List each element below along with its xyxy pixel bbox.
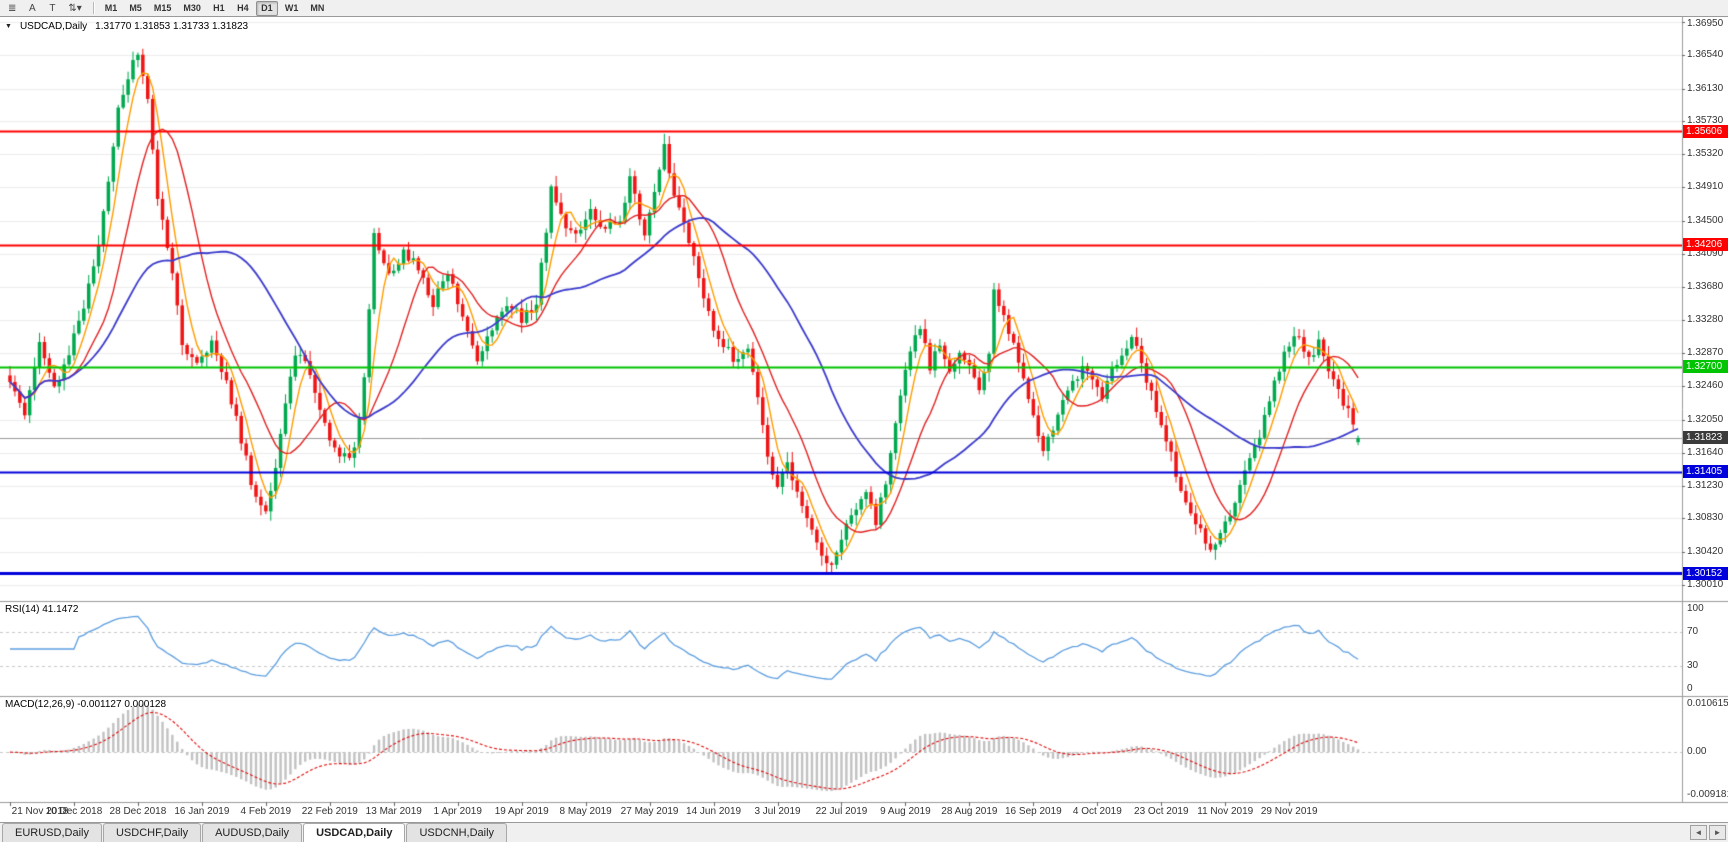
price-axis-label: 1.36540 bbox=[1687, 49, 1724, 61]
chart-toolbar: ≣ A T ⇅▾ M1 M5 M15 M30 H1 H4 D1 W1 MN bbox=[0, 0, 1728, 17]
price-line-badge: 1.35606 bbox=[1683, 124, 1728, 138]
timeframe-h4-button[interactable]: H4 bbox=[237, 3, 249, 13]
symbol-marker-icon: ▼ bbox=[5, 23, 12, 30]
timeframe-h1-button[interactable]: H1 bbox=[213, 3, 225, 13]
price-line-badge: 1.30152 bbox=[1683, 566, 1728, 580]
symbol-label: USDCAD,Daily bbox=[19, 21, 88, 32]
date-axis-label: 22 Feb 2019 bbox=[301, 806, 358, 817]
draw-tools-icon[interactable]: ⇅▾ bbox=[68, 2, 82, 14]
date-axis-label: 27 May 2019 bbox=[620, 806, 679, 817]
date-axis-label: 14 Jun 2019 bbox=[686, 806, 742, 817]
date-axis-label: 1 Apr 2019 bbox=[433, 806, 482, 817]
price-axis-label: 1.33280 bbox=[1687, 313, 1724, 325]
timeframe-m30-button[interactable]: M30 bbox=[183, 3, 201, 13]
rsi-axis-label: 30 bbox=[1687, 660, 1699, 672]
price-axis-label: 1.34910 bbox=[1687, 181, 1724, 193]
timeframe-w1-button[interactable]: W1 bbox=[284, 3, 299, 13]
price-axis-label: 1.35320 bbox=[1687, 148, 1724, 160]
date-axis-label: 11 Nov 2019 bbox=[1197, 806, 1254, 817]
date-axis-label: 4 Feb 2019 bbox=[240, 806, 292, 817]
date-axis-label: 28 Dec 2018 bbox=[109, 806, 167, 817]
text-label-icon[interactable]: T bbox=[49, 2, 56, 14]
time-axis[interactable]: 21 Nov 2018 10 Dec 2018 28 Dec 2018 16 Jan … bbox=[0, 802, 1682, 822]
macd-axis-label: 0.010615 bbox=[1687, 698, 1728, 709]
date-axis-label: 19 Apr 2019 bbox=[494, 806, 549, 817]
price-axis-label: 1.32460 bbox=[1687, 380, 1724, 392]
chart-canvas[interactable] bbox=[0, 17, 1728, 822]
date-axis-label: 9 Aug 2019 bbox=[880, 806, 931, 817]
timeframe-d1-button[interactable]: D1 bbox=[255, 0, 278, 16]
rsi-axis-label: 70 bbox=[1687, 625, 1699, 637]
macd-indicator-label: MACD(12,26,9) -0.001127 0.000128 bbox=[5, 699, 167, 710]
toolbar-separator bbox=[92, 2, 94, 14]
price-axis-label: 1.32050 bbox=[1687, 413, 1724, 425]
price-axis-label: 1.36950 bbox=[1687, 18, 1724, 29]
date-axis-label: 16 Sep 2019 bbox=[1005, 806, 1062, 817]
date-axis-label: 21 Nov 2018 bbox=[11, 806, 69, 817]
chart-title: ▼ USDCAD,Daily 1.31770 1.31853 1.31733 1… bbox=[5, 21, 248, 32]
timeframe-m5-button[interactable]: M5 bbox=[129, 3, 142, 13]
date-axis-label: 16 Jan 2019 bbox=[174, 806, 230, 817]
date-axis-label: 22 Jul 2019 bbox=[815, 806, 868, 817]
price-axis-label: 1.34500 bbox=[1687, 214, 1724, 226]
price-line-badge: 1.34206 bbox=[1683, 238, 1728, 252]
tabs-scroll-buttons: ◄ ► bbox=[1690, 825, 1726, 840]
date-axis-label: 10 Dec 2018 bbox=[45, 806, 103, 817]
price-axis-label: 1.33680 bbox=[1687, 281, 1724, 293]
price-line-badge: 1.32700 bbox=[1683, 360, 1728, 374]
cursor-icon[interactable]: A bbox=[29, 2, 36, 14]
tab-usdchf-daily[interactable]: USDCHF,Daily bbox=[102, 823, 202, 842]
tab-usdcad-daily[interactable]: USDCAD,Daily bbox=[303, 823, 406, 842]
tabs-scroll-right-button[interactable]: ► bbox=[1709, 825, 1726, 840]
date-axis-label: 28 Aug 2019 bbox=[941, 806, 998, 817]
current-price-badge: 1.31823 bbox=[1683, 431, 1728, 445]
timeframe-m1-button[interactable]: M1 bbox=[104, 3, 118, 13]
price-axis-label: 1.32870 bbox=[1687, 346, 1724, 358]
price-axis-label: 1.34090 bbox=[1687, 248, 1724, 259]
tabs-scroll-left-button[interactable]: ◄ bbox=[1690, 825, 1707, 840]
price-line-badge: 1.31405 bbox=[1683, 465, 1728, 479]
price-axis-label: 1.30010 bbox=[1687, 579, 1724, 590]
charts-grid-icon[interactable]: ≣ bbox=[8, 2, 17, 14]
date-axis-label: 13 Mar 2019 bbox=[365, 806, 422, 817]
price-axis[interactable]: 1.36950 1.36540 1.36130 1.35730 1.35320 1.349… bbox=[1683, 17, 1728, 822]
price-axis-label: 1.30830 bbox=[1687, 512, 1724, 524]
timeframe-mn-button[interactable]: MN bbox=[310, 3, 325, 13]
ohlc-values: 1.31770 1.31853 1.31733 1.31823 bbox=[95, 21, 249, 32]
date-axis-label: 4 Oct 2019 bbox=[1072, 806, 1122, 817]
price-axis-label: 1.31640 bbox=[1687, 446, 1724, 458]
price-axis-label: 1.30420 bbox=[1687, 545, 1724, 557]
date-axis-label: 8 May 2019 bbox=[559, 806, 612, 817]
timeframe-m15-button[interactable]: M15 bbox=[153, 3, 172, 13]
price-axis-label: 1.31230 bbox=[1687, 480, 1724, 492]
price-axis-label: 1.36130 bbox=[1687, 82, 1724, 94]
rsi-axis-label: 0 bbox=[1687, 683, 1693, 694]
chart-tabs-bar: EURUSD,Daily USDCHF,Daily AUDUSD,Daily USDC… bbox=[0, 822, 1728, 842]
rsi-indicator-label: RSI(14) 41.1472 bbox=[5, 604, 79, 615]
date-axis-label: 3 Jul 2019 bbox=[754, 806, 801, 817]
chart-region: ▼ USDCAD,Daily 1.31770 1.31853 1.31733 1… bbox=[0, 17, 1728, 822]
price-axis-label: 1.35730 bbox=[1687, 114, 1724, 126]
date-axis-label: 29 Nov 2019 bbox=[1260, 806, 1318, 817]
date-axis-label: 23 Oct 2019 bbox=[1134, 806, 1189, 817]
tab-eurusd-daily[interactable]: EURUSD,Daily bbox=[2, 823, 102, 842]
macd-axis-label: -0.009181 bbox=[1687, 789, 1728, 800]
rsi-axis-label: 100 bbox=[1687, 603, 1704, 614]
tab-audusd-daily[interactable]: AUDUSD,Daily bbox=[202, 823, 303, 842]
macd-axis-label: 0.00 bbox=[1687, 746, 1707, 758]
tab-usdcnh-daily[interactable]: USDCNH,Daily bbox=[406, 823, 508, 842]
